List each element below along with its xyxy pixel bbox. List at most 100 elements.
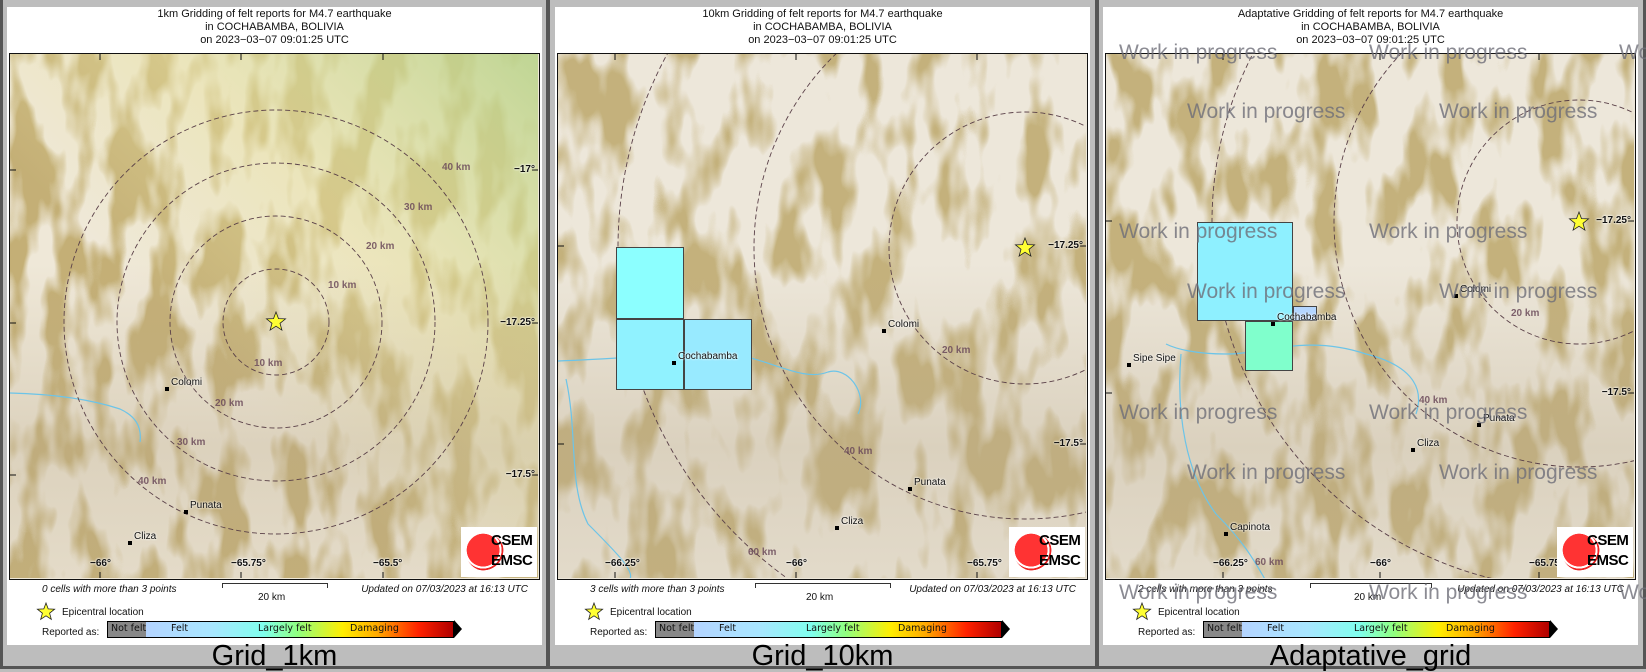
distance-circle [888, 111, 1086, 385]
distance-label: 20 km [215, 398, 244, 409]
map-panel: 1km Gridding of felt reports for M4.7 ea… [3, 0, 551, 671]
star-icon [36, 602, 56, 621]
town-label: Cliza [134, 531, 157, 542]
logo-text: EMSC [1039, 552, 1081, 569]
square-dot-icon [1271, 322, 1275, 326]
cells-count-text: 0 cells with more than 3 points [42, 584, 177, 595]
colorbar-label: Damaging [898, 623, 947, 634]
longitude-label: −66.25° [1213, 558, 1248, 569]
logo-text: EMSC [491, 552, 533, 569]
distance-label: 40 km [844, 446, 873, 457]
square-dot-icon [1477, 423, 1481, 427]
distance-circle [1333, 54, 1634, 468]
colorbar-label: Damaging [1446, 623, 1495, 634]
distance-label: 20 km [1511, 308, 1540, 319]
colorbar-label: Felt [1267, 623, 1285, 634]
distance-label: 20 km [942, 345, 971, 356]
colorbar-label: Not felt [111, 623, 147, 634]
square-dot-icon [672, 361, 676, 365]
reported-as-label: Reported as: [42, 627, 100, 638]
logo-text: CSEM [1039, 532, 1081, 549]
cells-count-text: 2 cells with more than 3 points [1138, 584, 1273, 595]
longitude-label: −65.5° [373, 558, 403, 569]
terrain-layer [10, 54, 538, 578]
distance-label: 10 km [254, 358, 283, 369]
logo-text: CSEM [1587, 532, 1629, 549]
map-title: 1km Gridding of felt reports for M4.7 ea… [7, 8, 542, 47]
grid-cell[interactable] [1245, 321, 1293, 371]
colorbar-label: Felt [719, 623, 737, 634]
updated-text: Updated on 07/03/2023 at 16:13 UTC [361, 584, 528, 595]
latitude-label: −17.5° [1053, 438, 1083, 449]
distance-circle [63, 109, 489, 535]
colorbar-label: Not felt [1207, 623, 1243, 634]
logo-text: CSEM [491, 532, 533, 549]
square-dot-icon [1454, 294, 1458, 298]
csem-emsc-logo: CSEM EMSC [461, 527, 537, 577]
panel-caption: Adaptative_grid [1269, 640, 1472, 672]
reported-as-label: Reported as: [1138, 627, 1196, 638]
distance-circle [753, 54, 1086, 520]
scale-bar [755, 583, 891, 588]
panel-card: 10km Gridding of felt reports for M4.7 e… [555, 7, 1090, 645]
square-dot-icon [165, 387, 169, 391]
epicentral-label: Epicentral location [62, 607, 144, 618]
valley-shading [10, 54, 538, 578]
title-line: Adaptative Gridding of felt reports for … [1237, 8, 1504, 20]
square-dot-icon [882, 329, 886, 333]
latitude-label: −17° [514, 164, 535, 175]
panel-divider [1095, 0, 1099, 669]
title-line: in COCHABAMBA, BOLIVIA [205, 21, 344, 33]
panel-card: 1km Gridding of felt reports for M4.7 ea… [7, 7, 542, 645]
title-line: on 2023−03−07 09:01:25 UTC [748, 34, 897, 46]
square-dot-icon [1127, 363, 1131, 367]
distance-label: 30 km [177, 437, 206, 448]
grid-cell[interactable] [616, 319, 684, 390]
square-dot-icon [1411, 448, 1415, 452]
map-view[interactable]: Colomi Punata Cliza 40 km 30 km 20 km 10 km 10 … [9, 53, 540, 580]
distance-label: 40 km [442, 162, 471, 173]
frame-left [0, 0, 3, 669]
colorbar-label: Largely felt [806, 623, 860, 634]
latitude-label: −17.25° [1596, 215, 1631, 226]
town-label: Capinota [1230, 522, 1271, 533]
star-icon [1014, 236, 1036, 258]
globe-icon [1562, 533, 1600, 571]
scale-bar [222, 583, 328, 588]
square-dot-icon [1224, 532, 1228, 536]
map-view[interactable]: Cochabamba Colomi Sipe Sipe Punata Cliza Capi… [1105, 53, 1636, 580]
latitude-label: −17.5° [1601, 387, 1631, 398]
title-line: 10km Gridding of felt reports for M4.7 e… [702, 8, 943, 20]
map-view[interactable]: Cochabamba Colomi Punata Cliza 20 km 40 km 60 … [557, 53, 1088, 580]
latitude-label: −17.25° [1048, 240, 1083, 251]
colorbar-label: Largely felt [1354, 623, 1408, 634]
colorbar-label: Felt [171, 623, 189, 634]
valley-shading [1106, 54, 1634, 578]
town-label: Colomi [1460, 284, 1492, 295]
map-panel: Adaptative Gridding of felt reports for … [1099, 0, 1646, 672]
map-title: 10km Gridding of felt reports for M4.7 e… [555, 8, 1090, 47]
arrow-right-icon [1002, 620, 1010, 638]
title-line: 1km Gridding of felt reports for M4.7 ea… [157, 8, 392, 20]
panel-caption: Grid_10km [751, 640, 894, 672]
colorbar-label: Not felt [659, 623, 695, 634]
scale-label: 20 km [806, 592, 834, 603]
town-label: Cliza [1417, 438, 1440, 449]
intensity-colorbar: Not felt Felt Largely felt Damaging [1203, 620, 1558, 638]
latitude-label: −17.5° [505, 469, 535, 480]
square-dot-icon [184, 510, 188, 514]
town-label: Colomi [888, 319, 920, 330]
title-line: on 2023−03−07 09:01:25 UTC [1296, 34, 1445, 46]
scale-bar [1310, 583, 1432, 588]
grid-cell[interactable] [1293, 306, 1317, 321]
grid-cell[interactable] [616, 247, 684, 319]
distance-label: 40 km [1419, 395, 1448, 406]
river [1165, 343, 1420, 578]
globe-icon [1014, 533, 1052, 571]
longitude-label: −66.25° [605, 558, 640, 569]
map-title: Adaptative Gridding of felt reports for … [1103, 8, 1638, 47]
panel-card: Adaptative Gridding of felt reports for … [1103, 7, 1638, 645]
grid-cell[interactable] [684, 319, 752, 390]
town-label: Punata [1483, 413, 1515, 424]
grid-cell[interactable] [1197, 222, 1293, 321]
